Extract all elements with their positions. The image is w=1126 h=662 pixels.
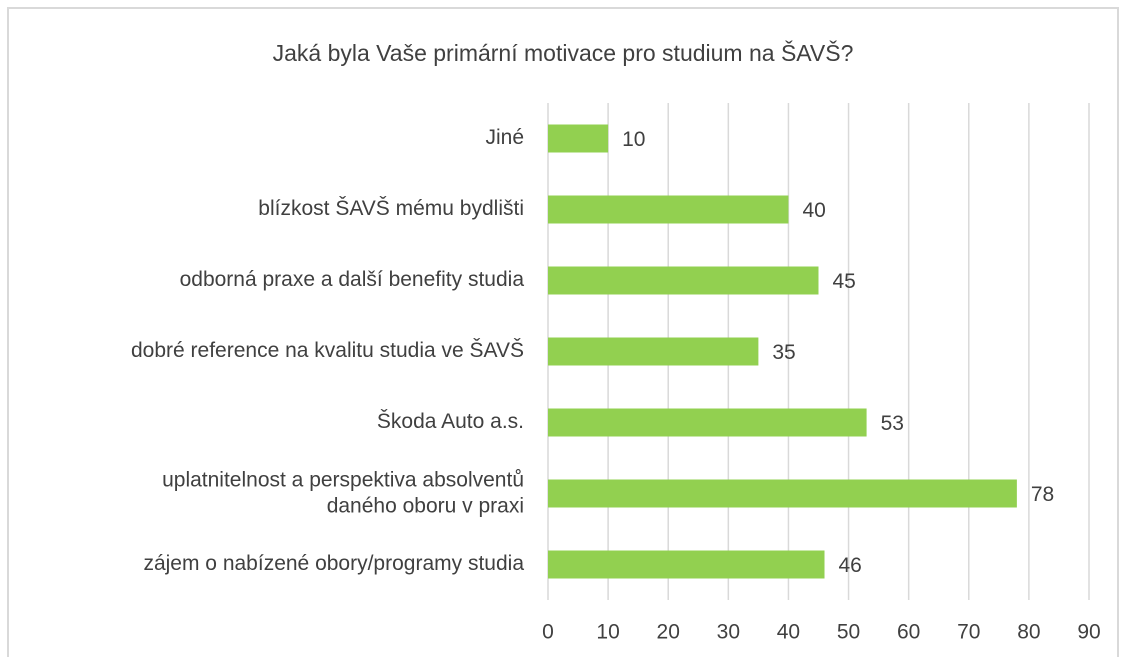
bar (548, 550, 825, 579)
y-tick-label: blízkost ŠAVŠ mému bydlišti (258, 197, 524, 220)
data-label: 40 (802, 199, 825, 222)
x-tick-label: 40 (777, 621, 800, 644)
bar (548, 479, 1017, 508)
bar (548, 195, 789, 224)
bar (548, 337, 759, 366)
bar (548, 266, 819, 295)
y-tick-label: Škoda Auto a.s. (377, 410, 524, 433)
x-tick-label: 50 (837, 621, 860, 644)
y-tick-label: dobré reference na kvalitu studia ve ŠAV… (131, 339, 524, 362)
y-tick-label: Jiné (485, 126, 524, 149)
data-label: 10 (622, 128, 645, 151)
data-label: 46 (839, 554, 862, 577)
x-tick-label: 30 (717, 621, 740, 644)
x-tick-label: 10 (596, 621, 619, 644)
bar (548, 124, 609, 153)
data-label: 45 (833, 270, 856, 293)
x-tick-label: 90 (1077, 621, 1100, 644)
chart-title: Jaká byla Vaše primární motivace pro stu… (273, 39, 854, 66)
x-tick-label: 20 (657, 621, 680, 644)
y-tick-label: uplatnitelnost a perspektiva absolventů d… (162, 468, 524, 517)
data-label: 35 (772, 341, 795, 364)
bar (548, 408, 867, 437)
data-label: 78 (1031, 483, 1054, 506)
x-tick-label: 70 (957, 621, 980, 644)
y-tick-label: zájem o nabízené obory/programy studia (143, 552, 524, 575)
data-label: 53 (881, 412, 904, 435)
x-tick-label: 0 (542, 621, 554, 644)
x-tick-label: 80 (1017, 621, 1040, 644)
y-tick-label: odborná praxe a další benefity studia (180, 268, 525, 291)
x-tick-label: 60 (897, 621, 920, 644)
